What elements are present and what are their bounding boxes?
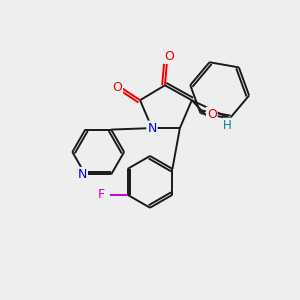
Text: H: H: [223, 118, 232, 132]
Text: F: F: [98, 188, 105, 201]
Text: N: N: [78, 168, 87, 181]
Text: O: O: [207, 108, 217, 121]
Text: O: O: [112, 81, 122, 94]
Text: N: N: [147, 122, 157, 135]
Text: O: O: [164, 50, 174, 63]
